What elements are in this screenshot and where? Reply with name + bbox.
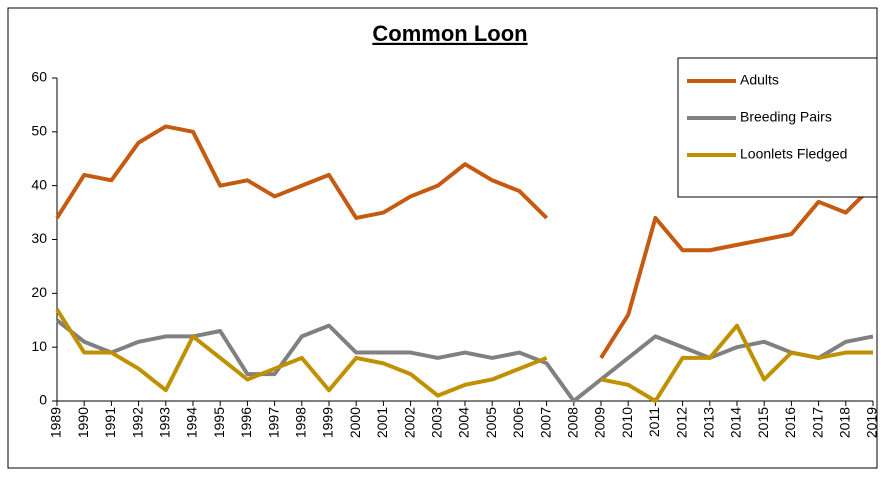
- x-tick-label: 2012: [673, 407, 689, 438]
- x-tick-label: 2018: [837, 407, 853, 438]
- x-tick-label: 1993: [157, 407, 173, 438]
- x-tick-label: 2003: [429, 407, 445, 438]
- y-tick-label: 50: [31, 123, 47, 139]
- x-tick-label: 1989: [48, 407, 64, 438]
- x-tick-label: 1999: [320, 407, 336, 438]
- x-tick-label: 2009: [592, 407, 608, 438]
- x-tick-label: 2005: [483, 407, 499, 438]
- x-tick-label: 1992: [129, 407, 145, 438]
- line-series: [600, 323, 873, 403]
- x-tick-label: 2006: [510, 407, 526, 438]
- y-tick-label: 40: [31, 176, 47, 192]
- x-tick-label: 1991: [102, 407, 118, 438]
- line-series: [599, 184, 875, 360]
- x-tick-label: 1998: [293, 407, 309, 438]
- y-tick-label: 20: [31, 284, 47, 300]
- x-tick-label: 2014: [728, 407, 744, 438]
- legend-label: Adults: [740, 72, 779, 88]
- x-tick-label: 2004: [456, 407, 472, 438]
- x-tick-label: 1995: [211, 407, 227, 438]
- x-tick-label: 2015: [755, 407, 771, 438]
- y-tick-label: 30: [31, 230, 47, 246]
- x-tick-label: 2011: [646, 407, 662, 437]
- x-tick-label: 2010: [619, 407, 635, 438]
- x-tick-label: 1996: [238, 407, 254, 438]
- x-tick-label: 2008: [565, 407, 581, 438]
- x-tick-label: 2019: [864, 407, 880, 438]
- y-tick-label: 60: [31, 69, 47, 85]
- chart-title: Common Loon: [372, 21, 527, 46]
- x-tick-label: 2002: [401, 407, 417, 438]
- line-series: [55, 308, 548, 398]
- x-tick-label: 1990: [75, 407, 91, 438]
- x-tick-label: 2007: [537, 407, 553, 438]
- x-tick-label: 2017: [809, 407, 825, 438]
- x-tick-label: 2001: [374, 407, 390, 438]
- x-tick-label: 1994: [184, 407, 200, 438]
- x-tick-label: 2013: [701, 407, 717, 438]
- legend-label: Breeding Pairs: [740, 109, 832, 125]
- line-series: [55, 124, 549, 220]
- x-tick-label: 2000: [347, 407, 363, 438]
- y-tick-label: 10: [31, 338, 47, 354]
- x-tick-label: 1997: [265, 407, 281, 438]
- x-tick-label: 2016: [782, 407, 798, 438]
- legend-label: Loonlets Fledged: [740, 146, 847, 162]
- y-tick-label: 0: [39, 392, 47, 408]
